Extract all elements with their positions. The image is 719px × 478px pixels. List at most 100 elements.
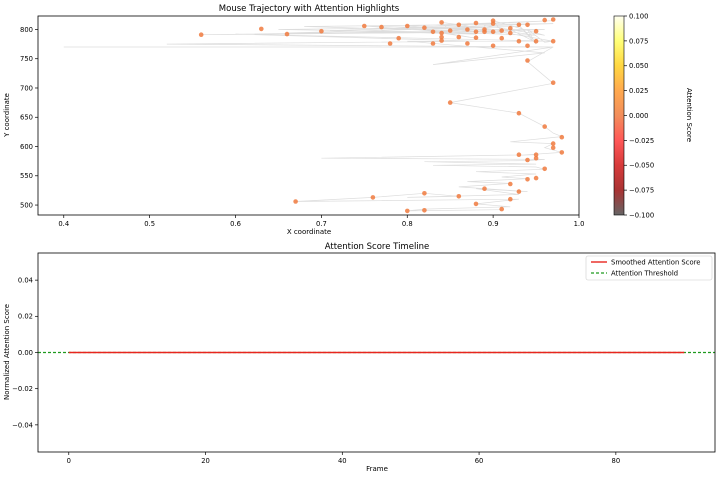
timeline-legend: Smoothed Attention Score Attention Thres… [585, 255, 713, 281]
trajectory-x-axis: 0.4 0.5 0.6 0.7 0.8 0.9 1.0 [58, 215, 584, 228]
attention-point-41 [490, 43, 496, 49]
attention-point-53 [533, 152, 539, 157]
x-tick-label: 0.5 [144, 220, 155, 228]
attention-point-5 [379, 24, 384, 30]
timeline-chart-title: Attention Score Timeline [325, 242, 430, 252]
trajectory-path [63, 20, 562, 212]
y-tick-label: −0.04 [12, 421, 33, 429]
attention-point-25 [508, 30, 513, 36]
attention-point-4 [362, 23, 367, 29]
attention-point-56 [542, 166, 547, 172]
colorbar-gradient [613, 15, 625, 216]
attention-point-45 [447, 100, 453, 105]
x-tick-label: 1.0 [574, 220, 585, 228]
attention-point-34 [456, 34, 462, 40]
attention-point-1 [259, 26, 264, 32]
y-tick-label: 0.00 [18, 349, 33, 357]
trajectory-chart: Mouse Trajectory with Attention Highligh… [3, 4, 584, 236]
x-tick-label: 0.4 [58, 220, 69, 228]
attention-point-51 [559, 150, 565, 155]
attention-points [198, 17, 565, 214]
trajectory-plot-frame [37, 15, 580, 216]
attention-point-21 [499, 28, 505, 33]
attention-point-55 [525, 157, 530, 163]
x-tick-label: 0.6 [230, 220, 241, 228]
attention-point-46 [516, 110, 522, 116]
attention-point-63 [422, 191, 427, 196]
attention-point-62 [456, 194, 462, 199]
attention-point-23 [516, 22, 522, 28]
y-tick-label: 500 [20, 201, 33, 209]
trajectory-y-axis: 500 550 600 650 700 750 800 [20, 26, 38, 209]
y-tick-label: 0.02 [18, 313, 33, 321]
colorbar-tick-label: −0.075 [629, 187, 654, 195]
colorbar-tick-label: 0.075 [629, 37, 648, 45]
attention-point-13 [473, 20, 479, 26]
attention-point-14 [465, 27, 470, 32]
x-tick-label: 60 [475, 457, 484, 465]
y-tick-label: 700 [20, 84, 33, 92]
colorbar-tick-label: 0.100 [629, 12, 648, 20]
timeline-y-axis: 0.04 0.02 0.00 −0.02 −0.04 [12, 277, 38, 429]
attention-point-50 [550, 145, 556, 150]
attention-point-29 [550, 38, 556, 44]
attention-point-38 [430, 41, 436, 46]
attention-point-12 [456, 22, 462, 28]
colorbar-ticks: 0.100 0.075 0.050 0.025 0.000 −0.025 −0.050 −0.… [624, 12, 654, 219]
attention-point-36 [439, 38, 444, 43]
attention-point-39 [396, 35, 402, 41]
attention-point-30 [533, 38, 539, 44]
attention-point-64 [370, 195, 376, 200]
attention-colorbar: 0.100 0.075 0.050 0.025 0.000 −0.025 −0.050 −0.… [613, 12, 693, 219]
trajectory-y-axis-label: Y coordinate [3, 93, 11, 138]
attention-point-18 [490, 29, 496, 35]
attention-point-70 [405, 208, 410, 214]
attention-point-8 [430, 29, 436, 35]
colorbar-tick-label: −0.100 [629, 211, 654, 219]
attention-point-44 [550, 80, 556, 85]
attention-point-15 [473, 29, 479, 35]
y-tick-label: 750 [20, 55, 33, 63]
colorbar-tick-label: −0.050 [629, 162, 654, 170]
attention-point-59 [508, 181, 513, 187]
attention-point-10 [447, 28, 453, 33]
trajectory-x-axis-label: X coordinate [287, 228, 331, 236]
x-tick-label: 0 [67, 457, 71, 465]
colorbar-tick-label: −0.025 [629, 137, 654, 145]
attention-point-24 [525, 22, 530, 28]
x-tick-label: 20 [201, 457, 210, 465]
attention-point-26 [533, 28, 539, 34]
attention-point-66 [508, 196, 513, 202]
attention-point-40 [387, 41, 393, 46]
attention-timeline-chart: Attention Score Timeline 0 20 40 60 80 0.040… [3, 242, 716, 473]
attention-point-69 [422, 208, 427, 213]
attention-point-2 [284, 31, 290, 37]
attention-point-28 [550, 17, 556, 22]
attention-point-65 [293, 199, 298, 204]
attention-point-49 [550, 141, 556, 146]
attention-point-11 [439, 20, 444, 25]
attention-point-9 [439, 30, 444, 36]
attention-point-32 [499, 35, 505, 41]
trajectory-chart-title: Mouse Trajectory with Attention Highligh… [219, 4, 400, 14]
attention-point-3 [319, 28, 324, 34]
attention-point-67 [473, 201, 479, 207]
attention-point-60 [482, 186, 487, 191]
attention-point-43 [525, 58, 530, 63]
colorbar-label: Attention Score [685, 88, 693, 142]
attention-point-35 [465, 41, 470, 46]
legend-label-smoothed: Smoothed Attention Score [611, 259, 700, 267]
attention-point-6 [405, 23, 410, 29]
trajectory-line [63, 20, 562, 212]
colorbar-tick-label: 0.050 [629, 62, 648, 70]
attention-point-47 [542, 124, 547, 129]
attention-point-52 [516, 152, 522, 157]
y-tick-label: 650 [20, 114, 33, 122]
attention-point-22 [508, 26, 513, 31]
attention-point-58 [525, 177, 530, 182]
attention-point-7 [422, 25, 427, 31]
x-tick-label: 0.9 [488, 220, 499, 228]
timeline-x-axis-label: Frame [366, 465, 388, 473]
